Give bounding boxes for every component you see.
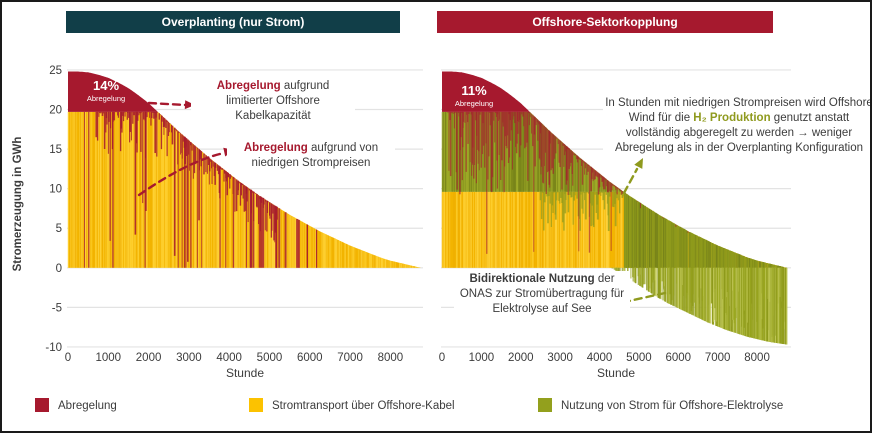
x-tick-label: 1000 xyxy=(95,352,121,364)
x-tick-label: 7000 xyxy=(705,352,731,364)
x-tick-label: 5000 xyxy=(626,352,652,364)
x-tick-label: 7000 xyxy=(337,352,363,364)
h2-production-note: In Stunden mit niedrigen Strompreisen wi… xyxy=(603,95,872,157)
price-note-highlight: Abregelung xyxy=(243,142,308,154)
bidirectional-note: Bidirektionale Nutzung der ONAS zur Stro… xyxy=(454,271,630,318)
y-tick-label: 20 xyxy=(49,105,62,117)
x-tick-label: 8000 xyxy=(744,352,770,364)
x-tick-label: 3000 xyxy=(547,352,573,364)
x-tick-label: 1000 xyxy=(469,352,495,364)
x-tick-label: 2000 xyxy=(508,352,534,364)
left-curtailment-label: Abregelung xyxy=(86,94,126,103)
left-chart-plot xyxy=(67,71,421,268)
x-tick-label: 4000 xyxy=(587,352,613,364)
x-tick-label: 8000 xyxy=(378,352,404,364)
left-chart-title: Overplanting (nur Strom) xyxy=(66,11,400,33)
y-axis-title: Stromerzeugung in GWh xyxy=(12,136,24,272)
curtailment-swatch-icon xyxy=(35,398,49,412)
x-tick-label: 0 xyxy=(65,352,71,364)
legend-label: Stromtransport über Offshore-Kabel xyxy=(272,400,455,412)
price-note-text: aufgrund von niedrigen Strompreisen xyxy=(251,142,379,169)
cable-note-text: aufgrund limitierter Offshore Kabelkapaz… xyxy=(226,80,330,122)
right-curtailment-badge: 11% Abregelung xyxy=(442,83,506,108)
bidi-note-highlight: Bidirektionale Nutzung xyxy=(469,273,595,285)
y-tick-label: 0 xyxy=(56,263,62,275)
x-tick-label: 3000 xyxy=(176,352,202,364)
cable-curtailment-note: Abregelung aufgrund limitierter Offshore… xyxy=(191,78,355,125)
legend-label: Abregelung xyxy=(58,400,117,412)
h2-note-pre: In Stunden mit niedrigen Strompreisen wi… xyxy=(605,97,872,124)
left-x-axis-title: Stunde xyxy=(225,366,265,380)
cable-transport-swatch-icon xyxy=(249,398,263,412)
x-tick-label: 5000 xyxy=(257,352,283,364)
cable-note-highlight: Abregelung xyxy=(216,80,281,92)
right-curtailment-percent: 11% xyxy=(461,83,487,98)
y-tick-label: 15 xyxy=(49,144,62,156)
y-tick-label: -5 xyxy=(52,302,62,314)
h2-note-highlight: H₂ Produktion xyxy=(693,111,771,124)
x-tick-label: 6000 xyxy=(297,352,323,364)
bidi-note-text: der ONAS zur Stromübertragung für Elektr… xyxy=(459,273,625,315)
left-curtailment-percent: 14% xyxy=(92,78,120,93)
x-tick-label: 4000 xyxy=(216,352,242,364)
right-curtailment-label: Abregelung xyxy=(454,99,494,108)
y-tick-label: 25 xyxy=(49,65,62,77)
legend-item-cable-transport: Stromtransport über Offshore-Kabel xyxy=(249,398,455,413)
h2-note-post: genutzt anstatt vollständig abgeregelt z… xyxy=(614,111,864,154)
left-curtailment-badge: 14% Abregelung xyxy=(70,78,142,103)
legend-item-curtailment: Abregelung xyxy=(35,398,117,413)
price-curtailment-note: Abregelung aufgrund von niedrigen Stromp… xyxy=(227,140,395,172)
y-tick-label: 10 xyxy=(49,184,62,196)
y-tick-label: 5 xyxy=(56,223,62,235)
x-tick-label: 2000 xyxy=(136,352,162,364)
x-tick-label: 0 xyxy=(439,352,445,364)
right-x-axis-title: Stunde xyxy=(596,366,636,380)
right-chart-plot xyxy=(441,71,788,345)
legend-label: Nutzung von Strom für Offshore-Elektroly… xyxy=(561,400,784,412)
x-tick-label: 6000 xyxy=(666,352,692,364)
right-chart-title: Offshore-Sektorkopplung xyxy=(437,11,773,33)
electrolysis-swatch-icon xyxy=(538,398,552,412)
legend-item-electrolysis: Nutzung von Strom für Offshore-Elektroly… xyxy=(538,398,783,413)
y-tick-label: -10 xyxy=(45,342,62,354)
